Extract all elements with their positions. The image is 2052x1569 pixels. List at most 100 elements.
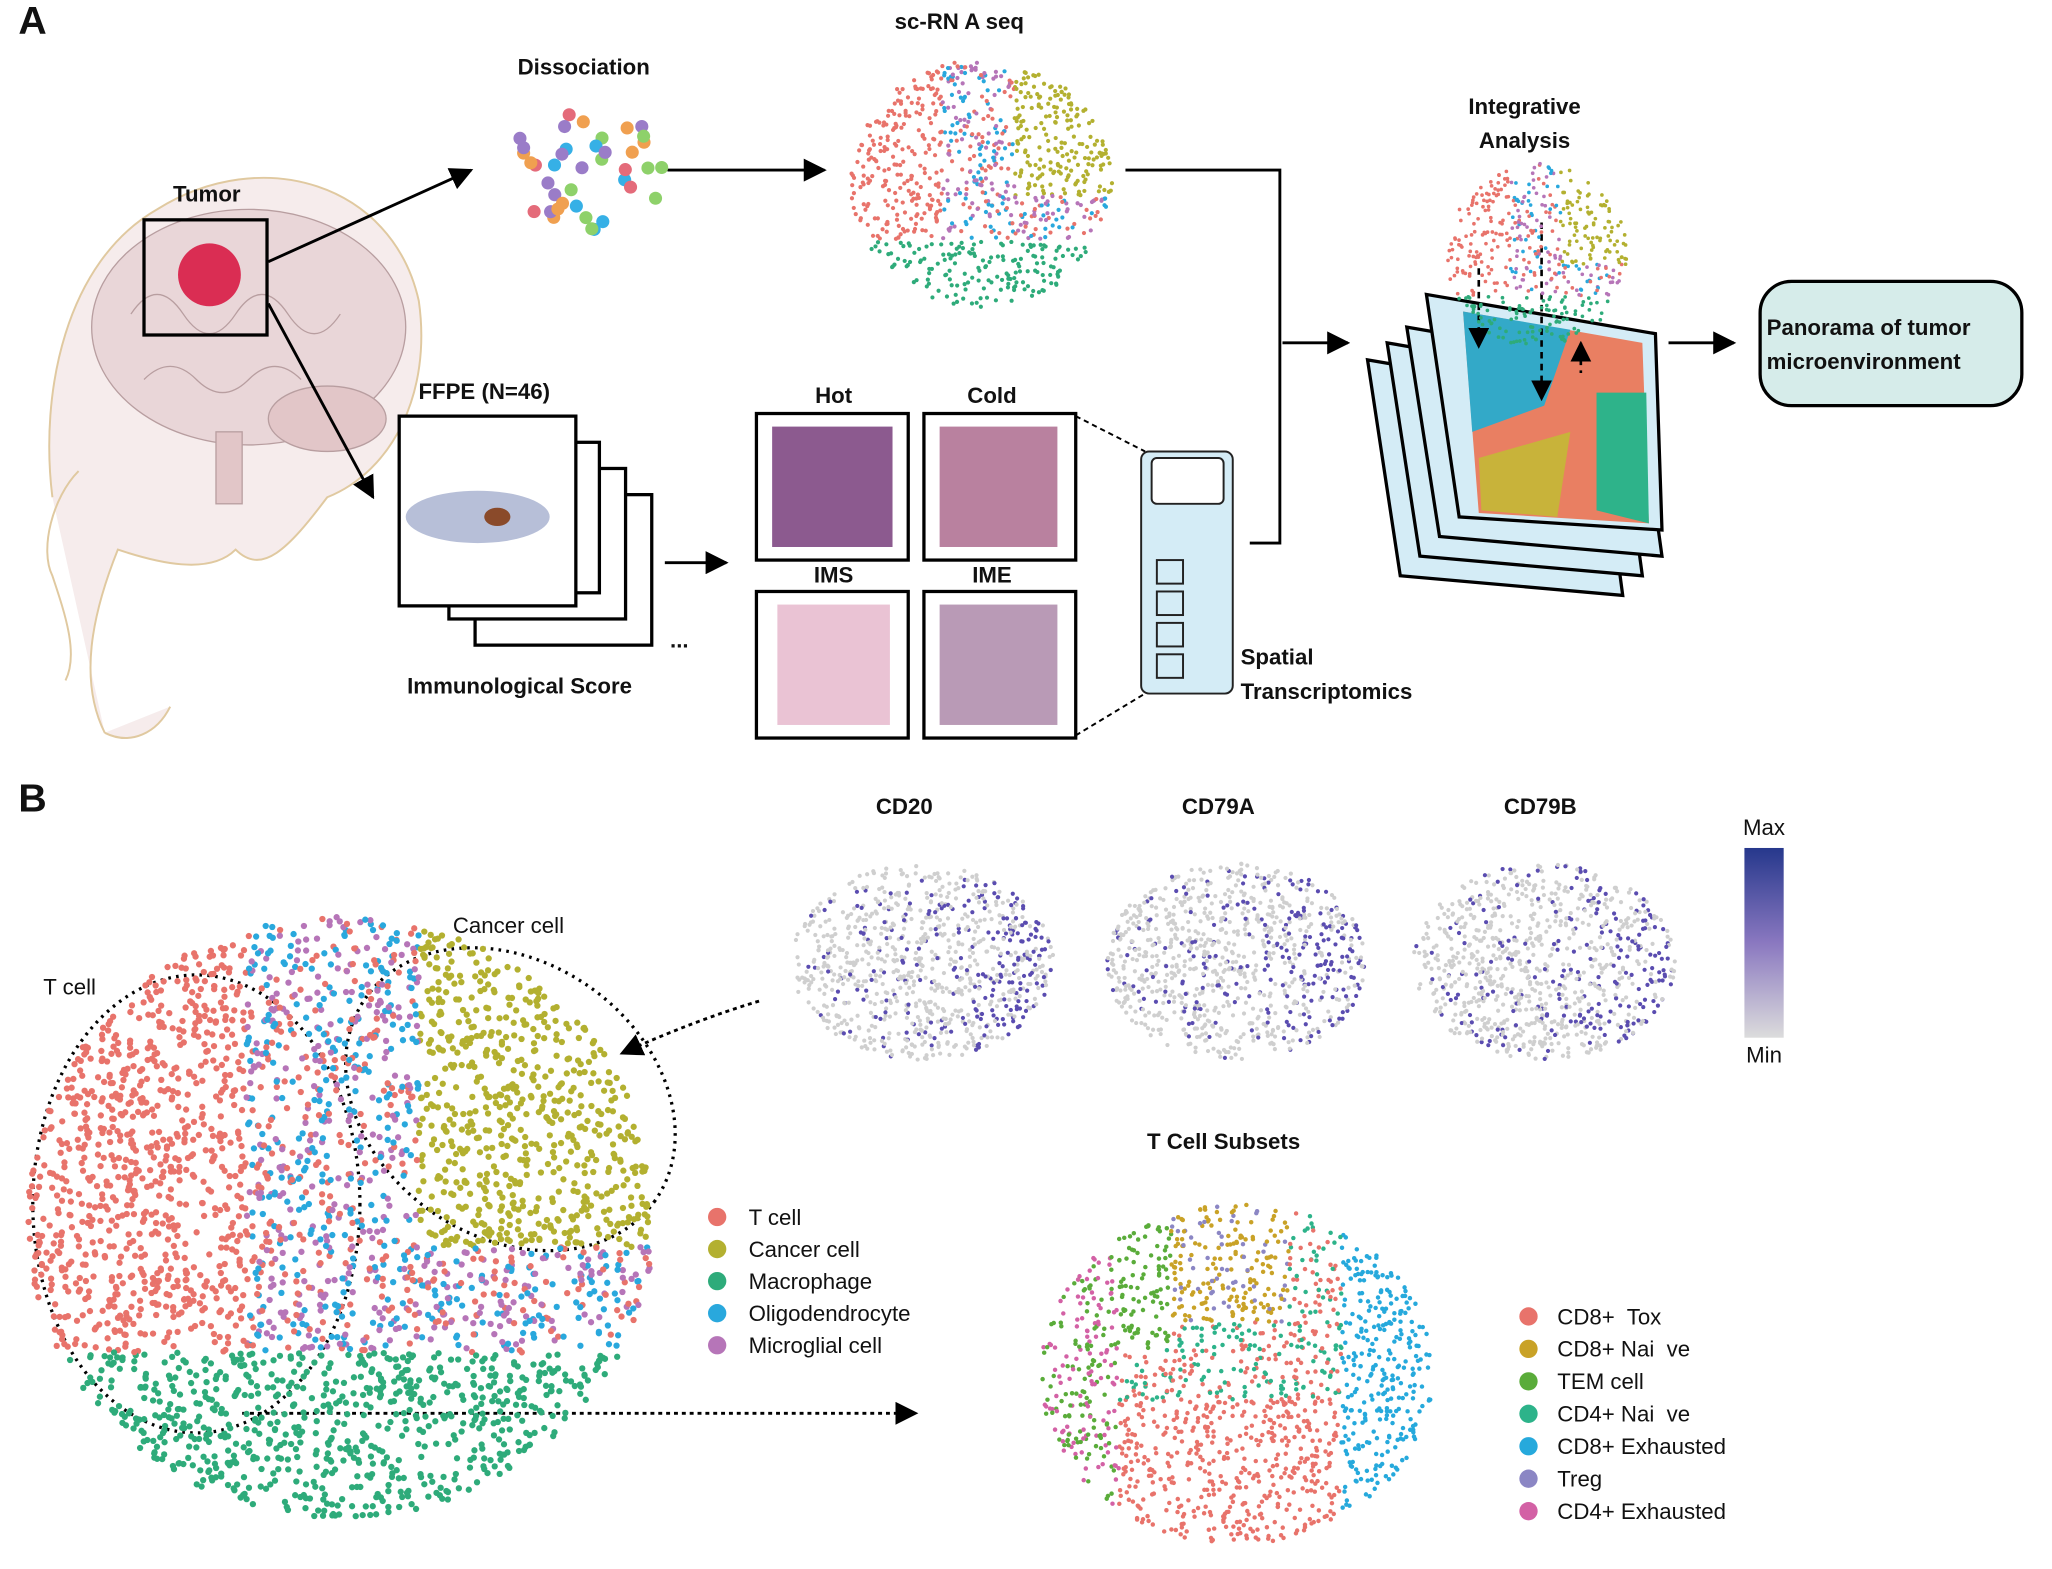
cell-dot	[79, 1160, 85, 1166]
cell-dot	[1590, 248, 1594, 252]
cell-dot	[1036, 176, 1040, 180]
cell-dot	[1055, 115, 1059, 119]
cell-dot	[76, 1144, 82, 1150]
cell-dot	[595, 1364, 601, 1370]
cell-dot	[577, 1124, 583, 1130]
cell-dot	[596, 1329, 602, 1335]
cell-dot	[156, 1019, 162, 1025]
cell-dot	[258, 1322, 264, 1328]
cell-dot	[432, 1418, 438, 1424]
cell-dot	[222, 1017, 228, 1023]
cell-dot	[580, 1025, 586, 1031]
cell-dot	[1449, 242, 1453, 246]
cell-dot	[66, 1146, 72, 1152]
cell-dot	[1104, 148, 1108, 152]
cell-dot	[153, 1220, 159, 1226]
cell-dot	[961, 246, 965, 250]
cell-dot	[347, 1346, 353, 1352]
cell-dot	[436, 1261, 442, 1267]
cell-dot	[1590, 319, 1594, 323]
cell-dot	[251, 1254, 257, 1260]
cell-dot	[1456, 257, 1460, 261]
cell-dot	[586, 1059, 592, 1065]
cell-dot	[212, 1212, 218, 1218]
cell-dot	[1016, 107, 1020, 111]
cell-dot	[970, 67, 974, 71]
cell-dot	[266, 933, 272, 939]
cell-dot	[517, 1179, 523, 1185]
cell-dot	[171, 1065, 177, 1071]
cell-dot	[1600, 193, 1604, 197]
cell-dot	[419, 1116, 425, 1122]
cell-dot	[435, 986, 441, 992]
cell-dot	[245, 1121, 251, 1127]
cell-dot	[223, 1244, 229, 1250]
cell-dot	[1569, 179, 1573, 183]
cell-dot	[469, 1059, 475, 1065]
cell-dot	[895, 87, 899, 91]
cell-dot	[301, 1278, 307, 1284]
cell-dot	[1024, 71, 1028, 75]
cell-dot	[186, 1423, 192, 1429]
cell-dot	[1099, 217, 1103, 221]
cell-dot	[334, 1303, 340, 1309]
cell-dot	[122, 1321, 128, 1327]
cell-dot	[990, 108, 994, 112]
cell-dot	[102, 1254, 108, 1260]
cell-dot	[893, 191, 897, 195]
cell-dot	[130, 1114, 136, 1120]
cell-dot	[1508, 236, 1512, 240]
cell-dot	[1548, 193, 1552, 197]
cell-dot	[382, 1017, 388, 1023]
cell-dot	[295, 1290, 301, 1296]
cell-dot	[79, 1219, 85, 1225]
cell-dot	[139, 1175, 145, 1181]
cell-dot	[317, 1058, 323, 1064]
cell-dot	[936, 289, 940, 293]
cell-dot	[80, 1168, 86, 1174]
cell-dot	[297, 987, 303, 993]
cell-dot	[1450, 256, 1454, 260]
cell-dot	[877, 946, 881, 950]
cell-dot	[385, 989, 391, 995]
cell-dot	[946, 152, 950, 156]
cell-dot	[1108, 161, 1112, 165]
cell-dot	[1493, 318, 1497, 322]
cell-dot	[118, 1253, 124, 1259]
cell-dot	[503, 1014, 509, 1020]
cell-dot	[296, 1350, 302, 1356]
cell-dot	[1516, 225, 1520, 229]
cell-dot	[175, 1090, 181, 1096]
cell-dot	[373, 934, 379, 940]
cell-dot	[376, 1310, 382, 1316]
cell-dot	[290, 931, 296, 937]
cell-dot	[1484, 280, 1488, 284]
cell-dot	[503, 1172, 509, 1178]
cell-dot	[548, 1068, 554, 1074]
scatter-cloud	[794, 864, 1055, 1062]
cell-dot	[238, 952, 244, 958]
cell-dot	[281, 1440, 287, 1446]
cell-dot	[197, 1272, 203, 1278]
cell-dot	[1094, 197, 1098, 201]
cell-dot	[1000, 131, 1004, 135]
cell-dot	[522, 1134, 528, 1140]
cell-dot	[317, 1302, 323, 1308]
cell-dot	[872, 143, 876, 147]
cell-dot	[498, 1092, 504, 1098]
cell-dot	[1492, 239, 1496, 243]
cell-dot	[1458, 208, 1462, 212]
cell-dot	[999, 288, 1003, 292]
cell-dot	[1001, 195, 1005, 199]
cell-dot	[1022, 287, 1026, 291]
cell-dot	[103, 1203, 109, 1209]
cell-dot	[1497, 173, 1501, 177]
cell-dot	[375, 1423, 381, 1429]
cell-dot	[254, 1040, 260, 1046]
cell-dot	[958, 191, 962, 195]
cell-dot	[907, 986, 911, 990]
cell-dot	[611, 1152, 617, 1158]
cell-dot	[1082, 180, 1086, 184]
cell-dot	[917, 1032, 921, 1036]
cell-dot	[1619, 220, 1623, 224]
